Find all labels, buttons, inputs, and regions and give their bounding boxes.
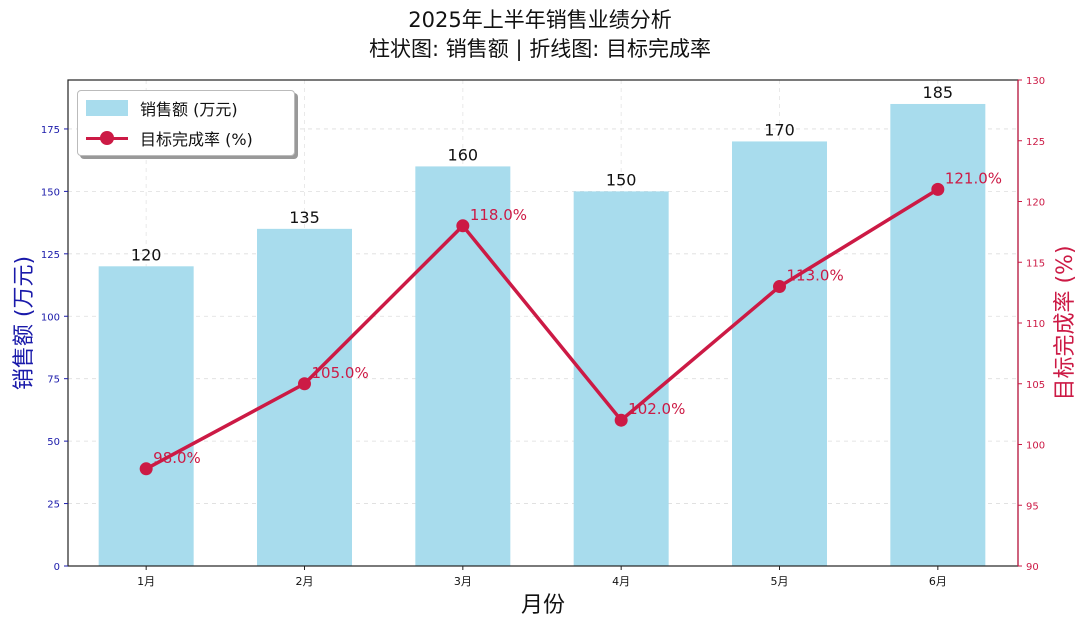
legend-item-sales: 销售额 (万元) (86, 95, 238, 121)
left-tick-label: 100 (41, 312, 60, 323)
legend: 销售额 (万元) 目标完成率 (%) (77, 90, 295, 156)
legend-label-sales: 销售额 (万元) (140, 100, 238, 119)
line-marker (773, 280, 786, 294)
left-tick-label: 150 (41, 187, 60, 198)
bar-value-label: 160 (448, 145, 479, 164)
legend-label-rate: 目标完成率 (%) (140, 130, 253, 149)
bar (890, 103, 986, 566)
line-series (139, 182, 945, 476)
chart-title-line2: 柱状图: 销售额 | 折线图: 目标完成率 (369, 37, 711, 61)
right-tick-label: 130 (1026, 76, 1045, 87)
line-marker (456, 219, 470, 233)
left-tick-label: 125 (41, 250, 60, 261)
bar-value-label: 185 (923, 83, 954, 102)
bar (98, 266, 194, 566)
chart-title-line1: 2025年上半年销售业绩分析 (408, 8, 672, 32)
left-tick-label: 25 (47, 500, 60, 511)
line-value-label: 118.0% (470, 206, 527, 224)
bar-swatch-icon (86, 100, 128, 116)
line-value-label: 105.0% (312, 364, 369, 382)
right-tick-label: 120 (1026, 198, 1045, 209)
right-tick-label: 110 (1026, 319, 1045, 330)
right-tick-label: 125 (1026, 137, 1045, 148)
right-tick-label: 115 (1026, 258, 1045, 269)
x-tick-label: 3月 (454, 575, 472, 588)
bar-value-label: 135 (289, 208, 320, 227)
x-axis-ticks: 1月 2月 3月 4月 5月 6月 (137, 566, 947, 588)
line-marker (614, 413, 628, 427)
x-tick-label: 1月 (137, 575, 155, 588)
rate-line (145, 187, 939, 471)
right-axis-ticks: 90 95 100 105 110 115 120 125 130 (1018, 76, 1045, 573)
line-marker (931, 182, 945, 196)
left-tick-label: 175 (41, 125, 60, 136)
line-marker (139, 462, 153, 476)
x-tick-label: 6月 (929, 575, 947, 588)
right-axis-label: 目标完成率 (%) (1053, 245, 1078, 400)
left-axis-label: 销售额 (万元) (12, 256, 37, 390)
x-tick-label: 5月 (771, 575, 789, 588)
bar (415, 166, 511, 566)
right-tick-label: 90 (1026, 562, 1039, 573)
line-marker-swatch-icon (86, 130, 128, 146)
bar-value-labels: 120 135 160 150 170 185 (131, 83, 953, 264)
left-tick-label: 0 (54, 562, 60, 573)
x-tick-label: 4月 (612, 575, 630, 588)
left-tick-label: 75 (47, 375, 60, 386)
line-value-label: 102.0% (628, 400, 685, 418)
bar-value-label: 120 (131, 245, 162, 264)
x-tick-label: 2月 (296, 575, 314, 588)
line-marker (298, 377, 311, 391)
line-value-label: 98.0% (153, 449, 201, 467)
left-axis-ticks: 0 25 50 75 100 125 150 175 (41, 125, 68, 573)
line-value-label: 113.0% (787, 267, 844, 285)
bar (257, 228, 352, 566)
x-axis-label: 月份 (521, 593, 565, 618)
line-value-label: 121.0% (945, 169, 1002, 187)
bar-value-label: 170 (764, 120, 795, 139)
bar-value-label: 150 (606, 170, 637, 189)
right-tick-label: 95 (1026, 501, 1039, 512)
bar-series (98, 103, 986, 566)
bar (732, 141, 827, 566)
right-tick-label: 105 (1026, 380, 1045, 391)
left-tick-label: 50 (47, 437, 60, 448)
line-value-labels: 98.0% 105.0% 118.0% 102.0% 113.0% 121.0% (153, 169, 1002, 466)
legend-item-rate: 目标完成率 (%) (86, 125, 253, 151)
right-tick-label: 100 (1026, 441, 1045, 452)
